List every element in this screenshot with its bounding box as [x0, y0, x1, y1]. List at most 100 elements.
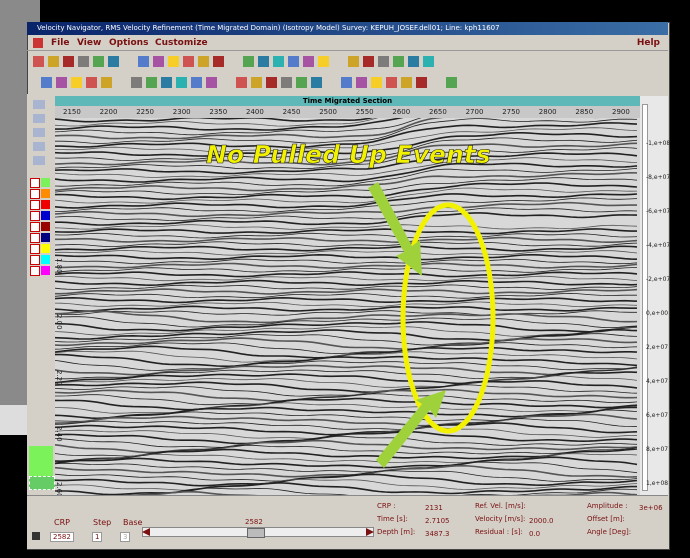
reflector: [55, 397, 638, 411]
checkbox[interactable]: [30, 244, 40, 254]
tool-button[interactable]: [48, 56, 59, 67]
tool-button[interactable]: [168, 56, 179, 67]
tool-button[interactable]: [446, 77, 457, 88]
tool-button[interactable]: [213, 56, 224, 67]
checkbox[interactable]: [30, 233, 40, 243]
reflector: [55, 316, 638, 328]
tool-button[interactable]: [86, 77, 97, 88]
x-tick-label: 2350: [209, 108, 228, 116]
tool-button[interactable]: [56, 77, 67, 88]
reflector: [55, 132, 638, 157]
reflector: [55, 418, 638, 430]
tool-button[interactable]: [33, 156, 45, 165]
tool-button[interactable]: [108, 56, 119, 67]
tool-button[interactable]: [71, 77, 82, 88]
checkbox[interactable]: [30, 178, 40, 188]
tool-button[interactable]: [251, 77, 262, 88]
tool-button[interactable]: [206, 77, 217, 88]
tool-button[interactable]: [176, 77, 187, 88]
tool-button[interactable]: [273, 56, 284, 67]
x-tick-label: 2850: [575, 108, 594, 116]
base-input[interactable]: 3: [120, 532, 131, 542]
menu-item[interactable]: View: [77, 38, 102, 48]
tool-button[interactable]: [138, 56, 149, 67]
tool-button[interactable]: [401, 77, 412, 88]
tool-button[interactable]: [33, 128, 45, 137]
tool-button[interactable]: [33, 100, 45, 109]
menu-item[interactable]: Customize: [155, 38, 208, 48]
tool-button[interactable]: [101, 77, 112, 88]
tool-button[interactable]: [303, 56, 314, 67]
tool-button[interactable]: [33, 142, 45, 151]
tool-button[interactable]: [386, 77, 397, 88]
slider-thumb[interactable]: [247, 528, 265, 538]
tool-button[interactable]: [41, 77, 52, 88]
y-tick-label: 2.40: [55, 426, 63, 442]
reflector: [55, 333, 638, 346]
y-axis: 1.80 2.00 2.20 2.40 2.60: [55, 118, 65, 498]
tool-button[interactable]: [266, 77, 277, 88]
tool-button[interactable]: [131, 77, 142, 88]
reflector: [55, 305, 637, 312]
reflector: [55, 461, 638, 474]
tool-button[interactable]: [288, 56, 299, 67]
reflector: [55, 118, 404, 131]
reflector: [55, 262, 638, 269]
reflector: [55, 406, 637, 420]
reflector: [55, 380, 638, 393]
tool-button[interactable]: [191, 77, 202, 88]
tool-button[interactable]: [378, 56, 389, 67]
checkbox[interactable]: [30, 211, 40, 221]
tool-button[interactable]: [33, 56, 44, 67]
color-swatch: [41, 211, 50, 220]
reflector: [55, 137, 638, 161]
tool-button[interactable]: [318, 56, 329, 67]
tool-button[interactable]: [371, 77, 382, 88]
annotation: No Pulled Up Events: [206, 140, 491, 169]
tool-button[interactable]: [281, 77, 292, 88]
tool-button[interactable]: [393, 56, 404, 67]
x-tick-label: 2200: [99, 108, 118, 116]
step-input[interactable]: 1: [92, 532, 103, 542]
reflector: [55, 249, 638, 256]
reflector: [55, 350, 638, 363]
slider-arrow[interactable]: [366, 528, 374, 536]
tool-button[interactable]: [296, 77, 307, 88]
tool-button[interactable]: [161, 77, 172, 88]
checkbox[interactable]: [30, 200, 40, 210]
tool-button[interactable]: [408, 56, 419, 67]
info-label: Angle [Deg]:: [587, 528, 632, 536]
x-tick-label: 2550: [355, 108, 374, 116]
tool-button[interactable]: [356, 77, 367, 88]
tool-button[interactable]: [146, 77, 157, 88]
tool-button[interactable]: [416, 77, 427, 88]
x-tick-label: 2400: [246, 108, 264, 116]
tool-button[interactable]: [348, 56, 359, 67]
tool-button[interactable]: [153, 56, 164, 67]
tool-button[interactable]: [236, 77, 247, 88]
crp-input[interactable]: 2582: [50, 532, 74, 542]
tool-button[interactable]: [183, 56, 194, 67]
menu-item[interactable]: Options: [109, 38, 149, 48]
slider-arrow[interactable]: [142, 528, 150, 536]
checkbox[interactable]: [30, 189, 40, 199]
tool-button[interactable]: [93, 56, 104, 67]
checkbox[interactable]: [30, 222, 40, 232]
tool-button[interactable]: [311, 77, 322, 88]
tool-button[interactable]: [258, 56, 269, 67]
crp-label: CRP: [54, 518, 70, 527]
checkbox[interactable]: [30, 255, 40, 265]
slider[interactable]: [142, 527, 374, 538]
menu-item[interactable]: File: [51, 38, 70, 48]
tool-button[interactable]: [198, 56, 209, 67]
tool-button[interactable]: [33, 114, 45, 123]
tool-button[interactable]: [243, 56, 254, 67]
tool-button[interactable]: [363, 56, 374, 67]
checkbox[interactable]: [30, 266, 40, 276]
status-swatch: [29, 446, 53, 476]
menu-help[interactable]: Help: [636, 38, 660, 48]
tool-button[interactable]: [78, 56, 89, 67]
tool-button[interactable]: [423, 56, 434, 67]
tool-button[interactable]: [341, 77, 352, 88]
tool-button[interactable]: [63, 56, 74, 67]
